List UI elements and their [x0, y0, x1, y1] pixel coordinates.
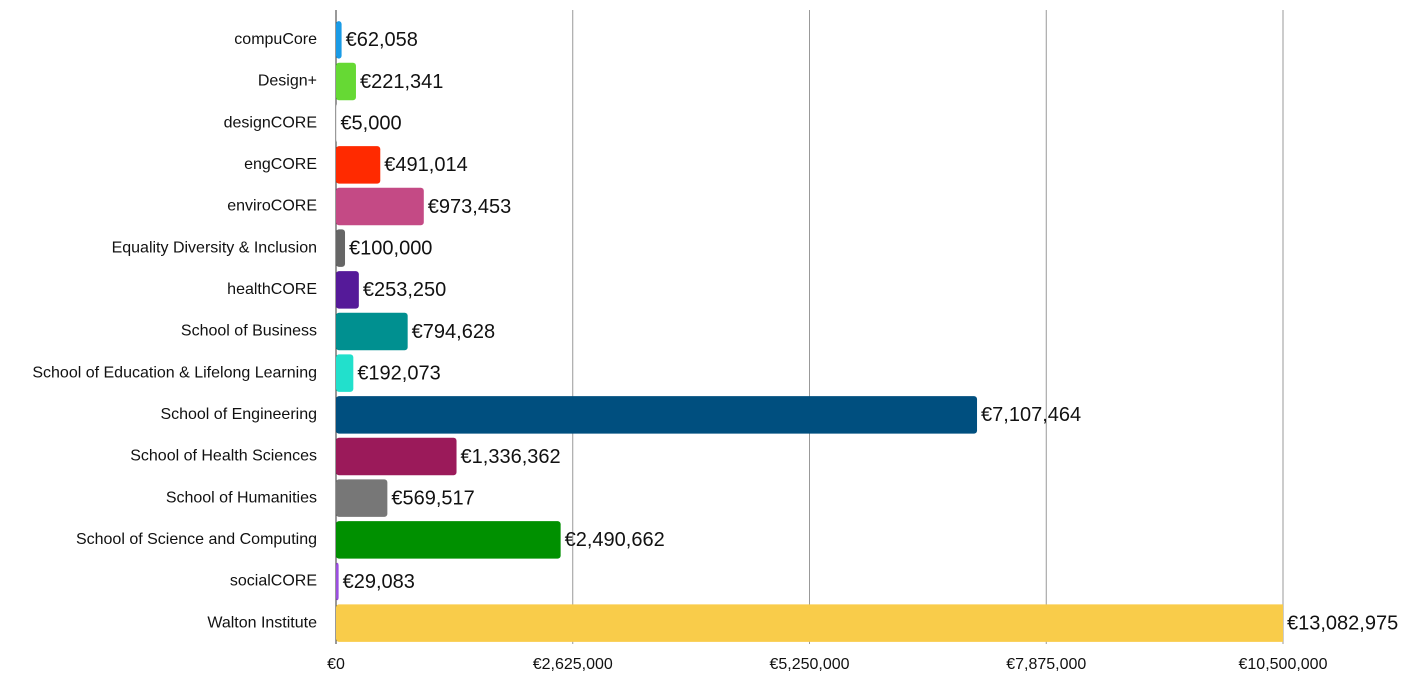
bar: [336, 187, 424, 226]
y-tick-label: Walton Institute: [207, 614, 317, 631]
value-label: €221,341: [360, 71, 443, 93]
value-label: €13,082,975: [1287, 612, 1398, 634]
value-label: €29,083: [343, 571, 415, 593]
y-tick-label: School of Education & Lifelong Learning: [32, 364, 317, 381]
value-label: €62,058: [346, 29, 418, 51]
y-tick-label: engCORE: [244, 156, 317, 173]
value-label: €973,453: [428, 196, 511, 218]
bar: [336, 562, 339, 601]
value-label: €1,336,362: [461, 446, 561, 468]
y-tick-label: socialCORE: [230, 573, 317, 590]
bar: [336, 354, 354, 392]
bar: [336, 312, 408, 351]
bar: [336, 521, 561, 559]
bars: [336, 21, 1283, 642]
bar: [336, 479, 388, 517]
x-tick-label: €2,625,000: [533, 656, 613, 673]
x-tick-label: €0: [327, 656, 345, 673]
bar: [336, 396, 978, 434]
bar: [336, 62, 356, 101]
value-label: €192,073: [357, 362, 440, 384]
y-tick-label: School of Business: [181, 323, 317, 340]
labels: €0 €2,625,000 €5,250,000 €7,875,000 €10,500,…: [32, 29, 1398, 673]
value-label: €7,107,464: [981, 404, 1081, 426]
value-label: €5,000: [340, 112, 401, 134]
bar: [336, 146, 381, 184]
value-label: €253,250: [363, 279, 446, 301]
bar: [336, 271, 359, 309]
y-tick-label: School of Humanities: [166, 489, 317, 506]
value-label: €794,628: [412, 321, 495, 343]
x-tick-label: €10,500,000: [1239, 656, 1328, 673]
bar: [336, 437, 457, 476]
value-label: €491,014: [384, 154, 467, 176]
y-tick-label: designCORE: [224, 114, 317, 131]
x-tick-label: €5,250,000: [769, 656, 849, 673]
y-tick-label: healthCORE: [227, 281, 317, 298]
y-tick-label: enviroCORE: [227, 198, 317, 215]
bar: [336, 604, 1283, 642]
value-label: €569,517: [391, 487, 474, 509]
value-label: €100,000: [349, 237, 432, 259]
value-label: €2,490,662: [565, 529, 665, 551]
y-tick-label: Equality Diversity & Inclusion: [112, 239, 317, 256]
bar: [336, 21, 342, 59]
y-tick-label: School of Engineering: [160, 406, 317, 423]
y-tick-label: Design+: [258, 73, 317, 90]
x-tick-label: €7,875,000: [1006, 656, 1086, 673]
y-tick-label: School of Science and Computing: [76, 531, 317, 548]
y-tick-label: School of Health Sciences: [130, 448, 317, 465]
y-tick-label: compuCore: [234, 31, 317, 48]
bar: [336, 229, 346, 267]
